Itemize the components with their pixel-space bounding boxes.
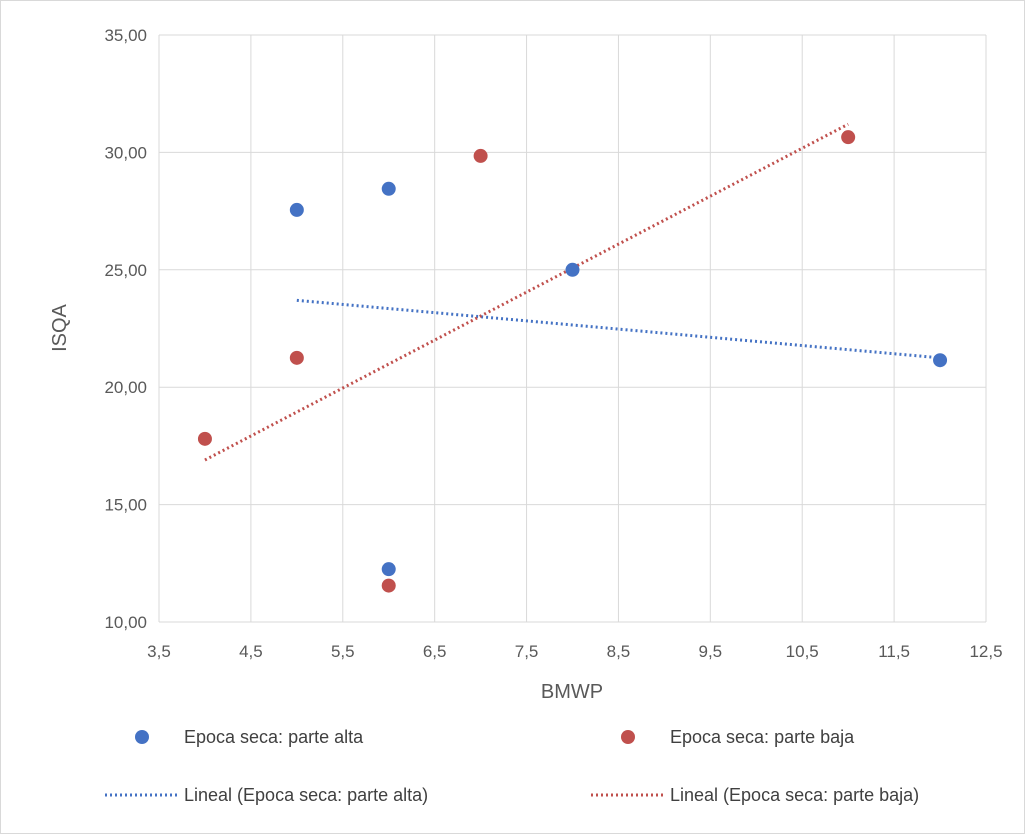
legend-marker <box>135 730 149 744</box>
data-point <box>841 130 856 145</box>
y-tick-labels: 10,00 15,00 20,00 25,00 30,00 35,00 <box>104 26 147 632</box>
data-point <box>289 350 304 365</box>
data-point <box>933 353 948 368</box>
x-tick-label: 5,5 <box>331 642 355 661</box>
data-points <box>197 130 948 593</box>
x-tick-label: 11,5 <box>878 642 910 661</box>
legend-label: Lineal (Epoca seca: parte alta) <box>184 785 428 805</box>
y-tick-label: 20,00 <box>104 378 147 397</box>
x-tick-labels: 3,5 4,5 5,5 6,5 7,5 8,5 9,5 10,5 11,5 12,5 <box>147 642 1002 661</box>
x-tick-label: 9,5 <box>699 642 723 661</box>
x-tick-label: 4,5 <box>239 642 263 661</box>
y-tick-label: 25,00 <box>104 261 147 280</box>
data-point <box>565 262 580 277</box>
y-axis-title: ISQA <box>49 303 71 351</box>
y-tick-label: 30,00 <box>104 143 147 162</box>
legend-label: Epoca seca: parte alta <box>184 727 364 747</box>
data-point <box>289 202 304 217</box>
y-tick-label: 10,00 <box>104 613 147 632</box>
legend: Epoca seca: parte alta Epoca seca: parte … <box>105 727 919 805</box>
legend-label: Epoca seca: parte baja <box>670 727 855 747</box>
x-tick-label: 12,5 <box>969 642 1002 661</box>
data-point <box>381 562 396 577</box>
y-tick-label: 35,00 <box>104 26 147 45</box>
data-point <box>381 181 396 196</box>
legend-label: Lineal (Epoca seca: parte baja) <box>670 785 919 805</box>
data-point <box>473 148 488 163</box>
x-tick-label: 6,5 <box>423 642 447 661</box>
y-tick-label: 15,00 <box>104 496 147 515</box>
x-tick-label: 3,5 <box>147 642 171 661</box>
gridlines <box>158 34 987 623</box>
x-tick-label: 7,5 <box>515 642 539 661</box>
data-point <box>197 431 212 446</box>
legend-marker <box>621 730 635 744</box>
trendline <box>204 122 849 462</box>
x-tick-label: 8,5 <box>607 642 631 661</box>
x-tick-label: 10,5 <box>786 642 819 661</box>
data-point <box>381 578 396 593</box>
trendlines <box>204 122 941 462</box>
x-axis-title: BMWP <box>541 681 603 703</box>
